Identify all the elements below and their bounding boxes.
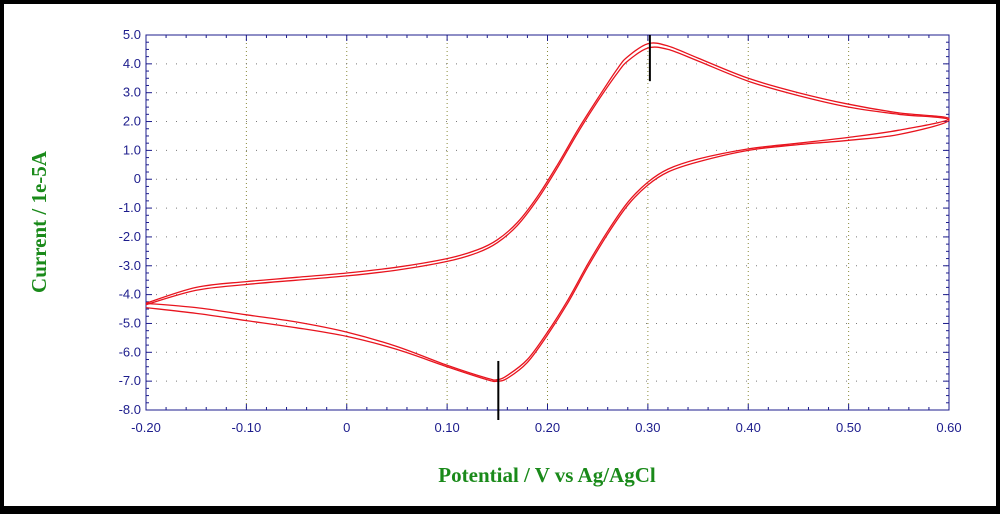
y-tick-label: 4.0 — [123, 56, 141, 71]
peak-markers — [497, 35, 651, 420]
y-tick-label: 1.0 — [123, 142, 141, 157]
cv-series-line-1 — [145, 46, 950, 383]
y-tick-label: -7.0 — [119, 373, 141, 388]
y-tick-label: -3.0 — [119, 258, 141, 273]
grid — [146, 35, 949, 410]
y-tick-label: -8.0 — [119, 402, 141, 417]
x-tick-label: 0.40 — [736, 420, 761, 435]
y-tick-label: -1.0 — [119, 200, 141, 215]
y-tick-label: -4.0 — [119, 287, 141, 302]
x-tick-label: -0.10 — [232, 420, 262, 435]
cv-series-line-2 — [145, 42, 950, 381]
axis-ticks: -0.20 -0.10 0 0.10 0.20 0.30 0.40 0.50 0.60 5.0 4.… — [119, 27, 962, 435]
x-tick-label: -0.20 — [131, 420, 161, 435]
x-axis-title: Potential / V vs Ag/AgCl — [438, 463, 656, 487]
y-tick-label: -5.0 — [119, 315, 141, 330]
y-axis-title: Current / 1e-5A — [27, 150, 51, 293]
y-tick-label: 2.0 — [123, 114, 141, 129]
x-tick-label: 0.50 — [836, 420, 861, 435]
x-tick-label: 0.60 — [936, 420, 961, 435]
cv-chart: -0.20 -0.10 0 0.10 0.20 0.30 0.40 0.50 0.60 5.0 4.… — [27, 27, 962, 487]
x-tick-label: 0 — [343, 420, 350, 435]
y-tick-label: 0 — [134, 171, 141, 186]
series — [145, 42, 950, 383]
x-tick-label: 0.10 — [434, 420, 459, 435]
x-tick-label: 0.20 — [535, 420, 560, 435]
x-tick-label: 0.30 — [635, 420, 660, 435]
y-tick-label: 3.0 — [123, 85, 141, 100]
y-tick-label: -6.0 — [119, 344, 141, 359]
y-tick-label: 5.0 — [123, 27, 141, 42]
y-tick-label: -2.0 — [119, 229, 141, 244]
